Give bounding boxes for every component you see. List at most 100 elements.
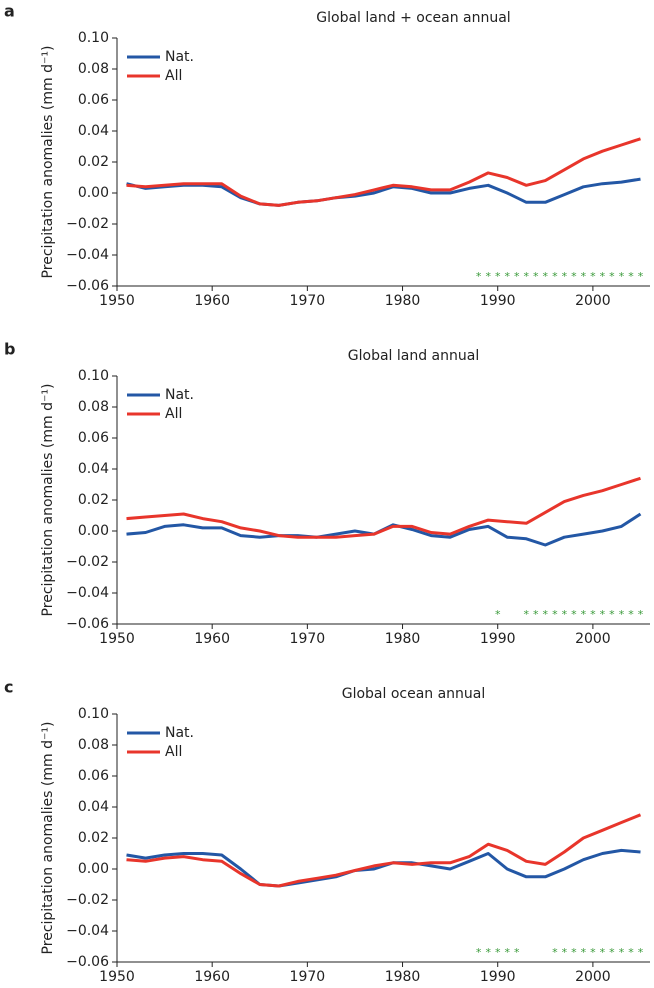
significance-star: * xyxy=(562,270,568,283)
significance-star: * xyxy=(495,946,501,959)
y-tick-label: −0.02 xyxy=(66,216,109,232)
y-tick-label: −0.04 xyxy=(66,585,109,601)
y-tick-label: 0.08 xyxy=(78,399,109,415)
y-axis-label: Precipitation anomalies (mm d⁻¹) xyxy=(40,46,56,279)
series-line xyxy=(126,813,642,888)
x-tick-label: 1990 xyxy=(480,631,516,647)
significance-star: * xyxy=(571,270,577,283)
significance-star: * xyxy=(609,270,615,283)
series-line xyxy=(126,137,641,207)
y-tick-label: 0.04 xyxy=(78,123,109,139)
significance-star: * xyxy=(619,270,625,283)
y-tick-label: −0.02 xyxy=(66,892,109,908)
legend-label: Nat. xyxy=(165,49,194,65)
x-tick-label: 1990 xyxy=(480,969,516,985)
series-line xyxy=(126,476,641,539)
y-tick-label: −0.04 xyxy=(66,923,109,939)
y-tick-label: 0.08 xyxy=(78,737,109,753)
significance-star: * xyxy=(581,270,587,283)
x-tick-label: 1980 xyxy=(385,969,421,985)
y-tick-label: 0.10 xyxy=(78,368,109,384)
significance-star: * xyxy=(504,946,510,959)
x-tick-label: 1980 xyxy=(385,631,421,647)
significance-star: * xyxy=(514,946,520,959)
significance-star: * xyxy=(609,946,615,959)
significance-star: * xyxy=(590,946,596,959)
x-tick-label: 1960 xyxy=(194,631,230,647)
x-tick-label: 1990 xyxy=(480,293,516,309)
significance-star: * xyxy=(562,946,568,959)
chart-title: Global ocean annual xyxy=(342,686,486,702)
legend-label: All xyxy=(165,744,182,760)
y-tick-label: 0.06 xyxy=(78,92,109,108)
y-tick-label: −0.06 xyxy=(66,278,109,294)
significance-star: * xyxy=(571,946,577,959)
y-tick-label: −0.06 xyxy=(66,954,109,970)
significance-star: * xyxy=(609,608,615,621)
significance-star: * xyxy=(533,270,539,283)
y-axis-label: Precipitation anomalies (mm d⁻¹) xyxy=(40,722,56,955)
significance-star: * xyxy=(552,608,558,621)
y-tick-label: 0.02 xyxy=(78,154,109,170)
y-tick-label: 0.10 xyxy=(78,30,109,46)
x-tick-label: 2000 xyxy=(575,969,611,985)
y-tick-label: −0.02 xyxy=(66,554,109,570)
significance-star: * xyxy=(476,946,482,959)
y-tick-label: 0.00 xyxy=(78,185,109,201)
significance-star: * xyxy=(590,608,596,621)
y-tick-label: 0.06 xyxy=(78,768,109,784)
significance-star: * xyxy=(524,270,530,283)
y-tick-label: 0.04 xyxy=(78,461,109,477)
x-tick-label: 1970 xyxy=(290,969,326,985)
significance-star: * xyxy=(552,946,558,959)
x-tick-label: 1970 xyxy=(290,293,326,309)
significance-star: * xyxy=(514,270,520,283)
significance-star: * xyxy=(628,270,634,283)
series-line xyxy=(126,177,641,207)
y-tick-label: 0.00 xyxy=(78,861,109,877)
significance-star: * xyxy=(571,608,577,621)
significance-star: * xyxy=(485,270,491,283)
significance-star: * xyxy=(552,270,558,283)
significance-star: * xyxy=(590,270,596,283)
significance-star: * xyxy=(504,270,510,283)
significance-star: * xyxy=(581,608,587,621)
significance-star: * xyxy=(628,608,634,621)
significance-star: * xyxy=(619,608,625,621)
panel-label: b xyxy=(4,340,15,359)
significance-star: * xyxy=(495,608,501,621)
x-tick-label: 1960 xyxy=(194,293,230,309)
x-tick-label: 1980 xyxy=(385,293,421,309)
chart-title: Global land + ocean annual xyxy=(316,10,510,26)
significance-star: * xyxy=(600,608,606,621)
significance-star: * xyxy=(581,946,587,959)
significance-star: * xyxy=(543,270,549,283)
significance-star: * xyxy=(619,946,625,959)
y-axis-label: Precipitation anomalies (mm d⁻¹) xyxy=(40,384,56,617)
y-tick-label: 0.10 xyxy=(78,706,109,722)
y-tick-label: 0.02 xyxy=(78,492,109,508)
significance-star: * xyxy=(543,608,549,621)
y-tick-label: 0.02 xyxy=(78,830,109,846)
panel-label: c xyxy=(4,678,13,697)
y-tick-label: 0.00 xyxy=(78,523,109,539)
y-tick-label: 0.08 xyxy=(78,61,109,77)
x-tick-label: 1960 xyxy=(194,969,230,985)
y-tick-label: −0.06 xyxy=(66,616,109,632)
legend-label: All xyxy=(165,68,182,84)
significance-star: * xyxy=(533,608,539,621)
y-tick-label: 0.06 xyxy=(78,430,109,446)
x-tick-label: 1970 xyxy=(290,631,326,647)
significance-star: * xyxy=(600,270,606,283)
legend-label: Nat. xyxy=(165,725,194,741)
x-tick-label: 2000 xyxy=(575,293,611,309)
significance-star: * xyxy=(628,946,634,959)
y-tick-label: 0.04 xyxy=(78,799,109,815)
x-tick-label: 1950 xyxy=(99,293,135,309)
y-tick-label: −0.04 xyxy=(66,247,109,263)
legend-label: All xyxy=(165,406,182,422)
panel-label: a xyxy=(4,2,15,21)
significance-star: * xyxy=(524,608,530,621)
x-tick-label: 2000 xyxy=(575,631,611,647)
